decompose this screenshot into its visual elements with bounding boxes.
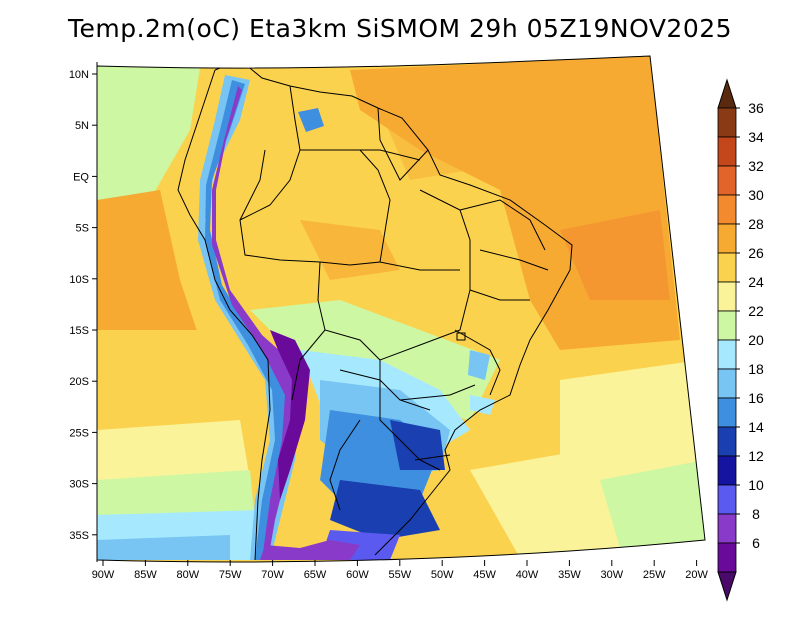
map-frame bbox=[96, 55, 706, 563]
colorbar-swatch bbox=[717, 339, 737, 370]
lon-tick-label: 90W bbox=[92, 569, 115, 581]
colorbar-label: 26 bbox=[748, 245, 764, 261]
lon-tick-label: 65W bbox=[304, 569, 327, 581]
lon-tick-label: 85W bbox=[134, 569, 157, 581]
colorbar-label: 14 bbox=[748, 419, 764, 435]
colorbar-swatch bbox=[717, 513, 737, 544]
colorbar-swatch bbox=[717, 107, 737, 138]
map-title: Temp.2m(oC) Eta3km SiSMOM 29h 05Z19NOV20… bbox=[67, 14, 733, 43]
lon-tick-label: 70W bbox=[261, 569, 284, 581]
colorbar-swatch bbox=[717, 397, 737, 428]
colorbar-label: 34 bbox=[748, 129, 764, 145]
lat-tick-group: 10N 5N EQ 5S 10S 15S 20S 25S 30S 35S bbox=[69, 69, 97, 542]
lat-tick-label: EQ bbox=[73, 171, 89, 183]
colorbar-label: 36 bbox=[748, 100, 764, 116]
colorbar-swatch bbox=[717, 310, 737, 341]
lon-tick-label: 75W bbox=[219, 569, 242, 581]
colorbar-top-arrow bbox=[717, 78, 737, 109]
colorbar-label: 16 bbox=[748, 390, 764, 406]
colorbar-swatch bbox=[717, 426, 737, 457]
colorbar-label: 24 bbox=[748, 274, 764, 290]
lat-tick-label: 5S bbox=[76, 223, 89, 235]
colorbar: 36 34 32 30 28 26 24 22 20 18 16 14 12 10 8 6 bbox=[717, 78, 764, 602]
colorbar-swatch bbox=[717, 194, 737, 225]
lon-tick-label: 40W bbox=[516, 569, 539, 581]
lat-tick-label: 10S bbox=[69, 274, 89, 286]
colorbar-swatch bbox=[717, 542, 737, 573]
lat-tick-label: 20S bbox=[69, 376, 89, 388]
colorbar-swatch bbox=[717, 252, 737, 283]
lon-tick-label: 50W bbox=[431, 569, 454, 581]
colorbar-label: 18 bbox=[748, 361, 764, 377]
colorbar-swatch bbox=[717, 368, 737, 399]
colorbar-swatch bbox=[717, 484, 737, 515]
lon-tick-group: 90W 85W 80W 75W 70W 65W 60W 55W 50W 45W 40W 35W 30W 2… bbox=[92, 560, 709, 581]
lat-tick-label: 25S bbox=[69, 427, 89, 439]
lon-tick-label: 80W bbox=[176, 569, 199, 581]
lat-tick-label: 30S bbox=[69, 479, 89, 491]
map-field bbox=[97, 56, 705, 562]
lon-tick-label: 25W bbox=[643, 569, 666, 581]
colorbar-swatch bbox=[717, 223, 737, 254]
lon-tick-label: 55W bbox=[388, 569, 411, 581]
lon-tick-label: 60W bbox=[346, 569, 369, 581]
colorbar-swatch bbox=[717, 165, 737, 196]
colorbar-bottom-arrow bbox=[717, 571, 737, 602]
colorbar-label: 20 bbox=[748, 332, 764, 348]
country-borders bbox=[177, 59, 573, 561]
colorbar-label: 10 bbox=[748, 477, 764, 493]
colorbar-swatch bbox=[717, 281, 737, 312]
lat-tick-label: 5N bbox=[75, 120, 89, 132]
colorbar-label: 6 bbox=[752, 535, 760, 551]
colorbar-swatch bbox=[717, 455, 737, 486]
lat-tick-label: 35S bbox=[69, 530, 89, 542]
lon-tick-label: 30W bbox=[600, 569, 623, 581]
lon-tick-label: 35W bbox=[558, 569, 581, 581]
colorbar-label: 30 bbox=[748, 187, 764, 203]
colorbar-swatch bbox=[717, 136, 737, 167]
lat-tick-label: 15S bbox=[69, 325, 89, 337]
lon-tick-label: 20W bbox=[685, 569, 708, 581]
colorbar-label: 32 bbox=[748, 158, 764, 174]
lat-tick-label: 10N bbox=[69, 69, 89, 81]
lon-tick-label: 45W bbox=[473, 569, 496, 581]
colorbar-label: 8 bbox=[752, 506, 760, 522]
colorbar-label: 28 bbox=[748, 216, 764, 232]
colorbar-label: 12 bbox=[748, 448, 764, 464]
colorbar-label: 22 bbox=[748, 303, 764, 319]
